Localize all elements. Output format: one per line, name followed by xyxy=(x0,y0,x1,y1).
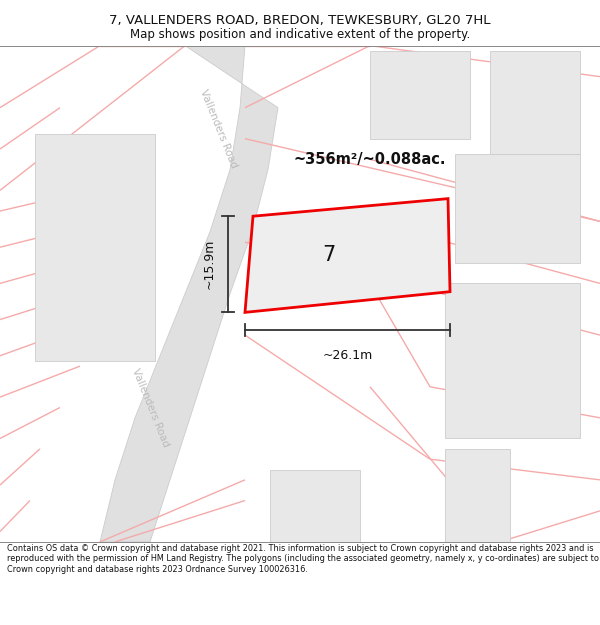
Polygon shape xyxy=(445,449,510,542)
Polygon shape xyxy=(490,51,580,154)
Text: ~356m²/~0.088ac.: ~356m²/~0.088ac. xyxy=(294,152,446,167)
Polygon shape xyxy=(245,199,450,312)
Polygon shape xyxy=(270,469,360,542)
Polygon shape xyxy=(100,46,278,542)
Polygon shape xyxy=(35,134,155,361)
Text: Map shows position and indicative extent of the property.: Map shows position and indicative extent… xyxy=(130,28,470,41)
Text: Vallenders Road: Vallenders Road xyxy=(130,367,170,448)
Text: ~15.9m: ~15.9m xyxy=(203,239,216,289)
Text: 7: 7 xyxy=(322,245,335,265)
Text: 7, VALLENDERS ROAD, BREDON, TEWKESBURY, GL20 7HL: 7, VALLENDERS ROAD, BREDON, TEWKESBURY, … xyxy=(109,14,491,27)
Text: ~26.1m: ~26.1m xyxy=(322,349,373,361)
Polygon shape xyxy=(445,283,580,439)
Text: Contains OS data © Crown copyright and database right 2021. This information is : Contains OS data © Crown copyright and d… xyxy=(7,544,599,574)
Text: Vallenders Road: Vallenders Road xyxy=(197,88,238,169)
Polygon shape xyxy=(455,154,580,262)
Polygon shape xyxy=(370,51,470,139)
